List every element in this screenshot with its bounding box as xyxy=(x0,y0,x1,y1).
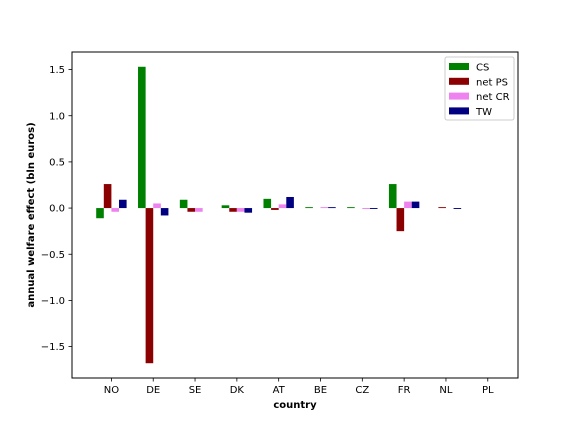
x-tick-label-de: DE xyxy=(146,385,160,396)
bars-layer xyxy=(96,66,462,364)
plot-frame xyxy=(71,51,519,379)
bar-tw-cz xyxy=(369,208,378,209)
bar-net-cr-be xyxy=(320,207,329,209)
legend-item-cs: CS xyxy=(449,63,489,74)
legend-swatch xyxy=(449,77,469,85)
bar-net-ps-fr xyxy=(396,208,405,232)
bar-net-ps-nl xyxy=(438,207,446,209)
x-tick-label-no: NO xyxy=(104,385,119,396)
bar-net-ps-de xyxy=(145,208,154,364)
x-tick-label-be: BE xyxy=(314,385,327,396)
x-tick-label-dk: DK xyxy=(230,385,245,396)
bar-cs-dk xyxy=(221,205,230,209)
bar-tw-no xyxy=(119,199,127,209)
bar-tw-de xyxy=(160,208,169,216)
bar-tw-nl xyxy=(453,208,462,209)
series-net-ps xyxy=(103,184,446,364)
x-tick-label-pl: PL xyxy=(482,385,494,396)
legend-frame xyxy=(444,56,515,121)
bar-net-ps-dk xyxy=(229,208,237,212)
y-axis-label: annual welfare effect (bln euros) xyxy=(26,122,37,307)
x-axis: NO DE SE DK AT BE CZ FR NL PL xyxy=(104,378,494,396)
y-tick-label: −1.0 xyxy=(41,296,65,307)
bar-net-cr-dk xyxy=(236,208,245,212)
bar-tw-dk xyxy=(244,208,253,213)
bar-cs-cz xyxy=(347,207,355,209)
series-cs xyxy=(96,66,397,219)
legend-swatch xyxy=(449,107,469,115)
bar-cs-at xyxy=(263,198,272,209)
legend-item-net-cr: net CR xyxy=(449,92,510,103)
legend-item-net-ps: net PS xyxy=(449,77,508,88)
legend: CS net PS net CR TW xyxy=(444,56,515,121)
legend-label: TW xyxy=(475,107,492,118)
bar-net-cr-de xyxy=(153,203,161,209)
bar-tw-be xyxy=(328,207,336,209)
x-axis-label: country xyxy=(273,400,317,411)
bar-net-ps-se xyxy=(187,208,196,212)
bar-net-cr-cz xyxy=(362,208,370,209)
x-tick-label-fr: FR xyxy=(398,385,411,396)
bar-cs-se xyxy=(179,199,188,209)
x-tick-label-se: SE xyxy=(189,385,202,396)
x-tick-label-nl: NL xyxy=(439,385,452,396)
y-tick-label: −1.5 xyxy=(41,342,65,353)
y-tick-label: 0.5 xyxy=(49,158,65,169)
legend-swatch xyxy=(449,92,469,100)
bar-net-cr-no xyxy=(111,208,119,212)
legend-label: net CR xyxy=(476,92,510,103)
y-tick-label: 0.0 xyxy=(49,204,65,215)
bar-cs-no xyxy=(96,208,104,219)
legend-swatch xyxy=(449,63,469,70)
x-tick-label-cz: CZ xyxy=(355,385,369,396)
series-net-cr xyxy=(111,201,412,212)
bar-net-cr-at xyxy=(278,204,287,209)
y-tick-label: −0.5 xyxy=(41,250,65,261)
bar-tw-fr xyxy=(411,201,420,209)
bar-cs-fr xyxy=(388,184,397,209)
legend-item-tw: TW xyxy=(449,107,492,118)
bar-cs-be xyxy=(305,207,313,209)
y-tick-label: 1.5 xyxy=(49,65,65,76)
bar-net-cr-fr xyxy=(404,201,412,209)
bar-net-ps-no xyxy=(103,184,112,209)
y-tick-label: 1.0 xyxy=(49,111,65,122)
x-tick-label-at: AT xyxy=(273,385,286,396)
bar-tw-at xyxy=(286,196,294,209)
bar-net-cr-se xyxy=(195,208,203,212)
bar-net-ps-at xyxy=(271,208,279,210)
series-tw xyxy=(119,196,462,216)
legend-label: CS xyxy=(476,63,489,74)
y-axis: −1.5 −1.0 −0.5 0.0 0.5 1.0 1.5 xyxy=(41,65,72,353)
legend-label: net PS xyxy=(476,77,508,88)
bar-cs-de xyxy=(138,66,146,209)
